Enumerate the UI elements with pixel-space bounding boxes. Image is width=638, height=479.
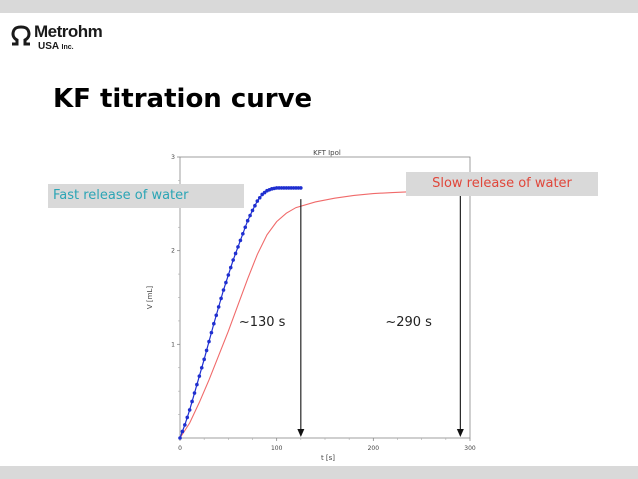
slow-release-series [179,189,461,439]
bottom-band [0,466,638,479]
fast-series-point [190,399,194,404]
logo-name: Metrohm [34,22,103,41]
fast-series-point [231,258,235,262]
y-tick-label: 1 [171,341,175,348]
fast-series-point [183,423,187,427]
fast-series-point [236,245,240,249]
fast-series-point [224,280,228,285]
fast-series-point [245,218,250,223]
x-tick-label: 100 [271,445,283,452]
fast-series-point [228,265,233,270]
logo-sub-text: USA [38,41,59,52]
fast-series-point [207,339,211,344]
logo-sub-suffix: Inc. [61,44,74,51]
fast-series-point [192,391,197,395]
y-tick-label: 2 [171,248,175,255]
fast-series-point [233,251,238,256]
time-arrow-head [456,429,464,437]
metrohm-logo: Metrohm USA Inc. [10,22,120,54]
fast-series-point [226,273,231,277]
fast-series-point [195,382,199,387]
y-tick-label: 3 [171,154,175,161]
fast-series-point [209,330,214,335]
chart-title: KFT Ipol [313,149,341,157]
fast-series-point [180,429,185,434]
fast-series-point [255,199,260,203]
fast-series-point [214,313,219,318]
fast-release-series [179,187,301,439]
fast-series-point [187,408,192,412]
metrohm-omega-icon [11,25,31,46]
top-band [0,0,638,13]
fast-series-point [199,365,204,370]
time-slow-label: ~290 s [385,315,432,330]
time-fast-label: ~130 s [238,315,286,330]
fast-series-point [262,190,267,195]
y-axis-label: V [mL] [146,286,154,309]
fast-series-point [260,192,264,197]
fast-series-point [248,213,252,218]
fast-series-point [243,225,248,230]
x-axis-label: t [s] [321,454,335,462]
fast-series-point [253,203,257,208]
time-arrow-head [297,429,305,437]
x-tick-label: 300 [464,445,476,452]
fast-series-point [216,305,221,309]
fast-series-point [257,195,262,200]
fast-series-point [178,436,182,440]
fast-series-point [202,357,206,362]
fast-series-point [221,288,226,292]
logo-subtitle: USA Inc. [38,41,74,52]
slow-release-callout: Slow release of water [406,172,598,196]
fast-series-point [212,321,216,326]
fast-series-point [299,186,303,190]
fast-series-point [204,348,209,353]
x-tick-label: 200 [368,445,380,452]
fast-release-callout: Fast release of water [48,184,244,208]
fast-series-point [241,232,245,236]
fast-series-point [197,374,202,378]
fast-series-point [250,208,255,213]
x-tick-label: 0 [178,445,182,452]
fast-series-point [219,296,223,301]
slide-title: KF titration curve [53,84,313,114]
fast-series-point [185,415,190,420]
fast-series-point [238,238,243,243]
